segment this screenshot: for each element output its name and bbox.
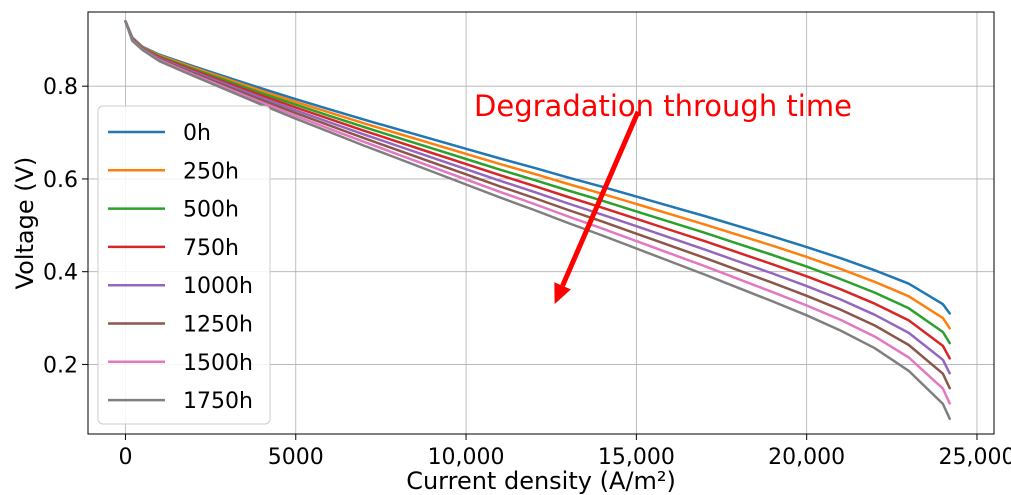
legend-label: 1500h xyxy=(183,351,253,376)
legend: 0h 250h 500h 750h 1000h 1250h 1500h 1750h xyxy=(97,105,271,425)
annotation-arrow-head xyxy=(554,282,571,305)
series-line-1750h xyxy=(124,20,951,420)
x-tick-label: 0 xyxy=(118,445,132,470)
x-tick-label: 10,000 xyxy=(428,445,505,470)
legend-label: 1750h xyxy=(183,389,253,414)
series-line-1500h xyxy=(124,20,951,405)
series-line-250h xyxy=(124,20,951,330)
y-axis-label: Voltage (V) xyxy=(11,157,39,290)
series-line-500h xyxy=(124,20,951,345)
series-line-1000h xyxy=(124,20,951,375)
legend-label: 1000h xyxy=(183,274,253,299)
y-axis-ticks: 0.2 0.4 0.6 0.8 xyxy=(43,75,88,378)
legend-label: 500h xyxy=(183,198,239,223)
x-tick-label: 20,000 xyxy=(768,445,845,470)
y-tick-label: 0.8 xyxy=(43,75,78,100)
series-line-1250h xyxy=(124,20,951,390)
plot-frame xyxy=(87,11,995,435)
x-axis-ticks: 0 5000 10,000 15,000 20,000 25,000 xyxy=(118,434,1011,470)
annotation-text: Degradation through time xyxy=(474,89,852,123)
legend-label: 250h xyxy=(183,159,239,184)
x-tick-label: 25,000 xyxy=(938,445,1011,470)
series-line-0h xyxy=(124,20,951,315)
y-tick-label: 0.6 xyxy=(43,168,78,193)
series-lines xyxy=(124,20,951,420)
legend-box xyxy=(97,105,271,425)
annotation-arrow-shaft xyxy=(560,110,641,287)
legend-label: 1250h xyxy=(183,313,253,338)
legend-label: 0h xyxy=(183,121,211,146)
y-tick-label: 0.4 xyxy=(43,261,78,286)
x-tick-label: 5000 xyxy=(268,445,324,470)
legend-label: 750h xyxy=(183,236,239,261)
series-line-750h xyxy=(124,20,951,360)
x-axis-label: Current density (A/m²) xyxy=(406,467,676,495)
y-tick-label: 0.2 xyxy=(43,353,78,378)
x-tick-label: 15,000 xyxy=(598,445,675,470)
degradation-annotation: Degradation through time xyxy=(474,89,852,305)
